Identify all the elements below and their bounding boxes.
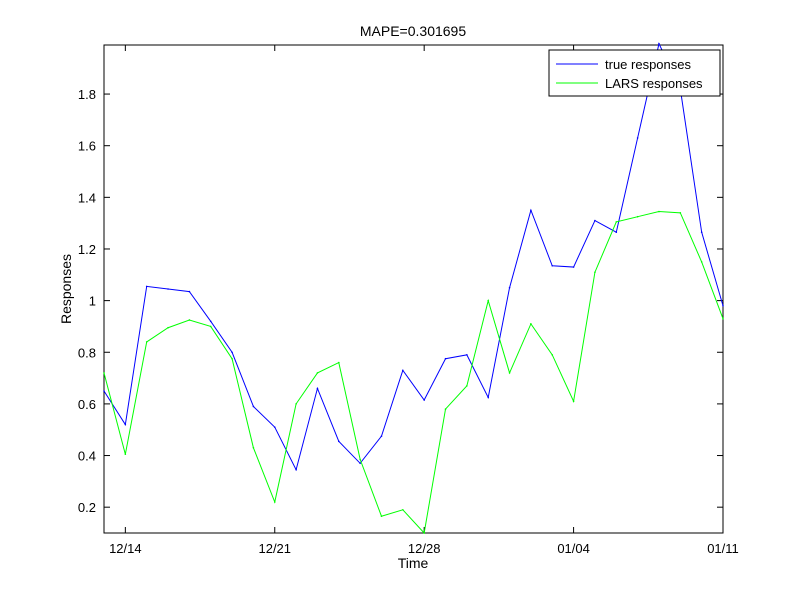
series-lines	[103, 42, 724, 535]
data-point-lars-responses	[508, 372, 511, 374]
data-point-true-responses	[252, 405, 255, 408]
y-tick-label: 1.8	[78, 87, 96, 102]
data-point-true-responses	[551, 264, 554, 267]
data-point-lars-responses	[402, 508, 404, 511]
data-point-lars-responses	[700, 261, 703, 263]
series-line-true-responses	[103, 42, 724, 472]
data-point-true-responses	[295, 468, 297, 471]
axis-ticks: 12/14 12/21 12/28 01/04 01/11 0.2 0.4 0.6 0.8 1 1.…	[78, 45, 739, 556]
data-point-lars-responses	[658, 210, 660, 213]
data-point-lars-responses	[145, 341, 148, 343]
y-tick-label: 1.2	[78, 242, 96, 257]
data-point-true-responses	[722, 304, 724, 307]
data-point-lars-responses	[487, 299, 490, 302]
data-point-true-responses	[231, 351, 233, 354]
data-point-lars-responses	[615, 221, 618, 223]
data-point-true-responses	[103, 390, 105, 392]
data-point-lars-responses	[530, 323, 532, 325]
data-point-true-responses	[508, 286, 511, 289]
data-point-lars-responses	[252, 446, 255, 449]
data-point-lars-responses	[167, 326, 169, 329]
x-tick-label: 01/04	[557, 541, 590, 556]
y-tick-label: 1.6	[78, 139, 96, 154]
data-point-lars-responses	[337, 361, 340, 364]
data-point-true-responses	[316, 387, 319, 390]
data-point-lars-responses	[124, 453, 127, 456]
x-tick-label: 01/11	[707, 541, 739, 556]
y-tick-label: 0.2	[78, 500, 96, 515]
data-point-true-responses	[636, 137, 639, 139]
data-point-lars-responses	[423, 532, 425, 534]
data-point-true-responses	[167, 288, 169, 290]
data-point-true-responses	[615, 231, 618, 233]
data-point-lars-responses	[295, 403, 297, 405]
data-point-true-responses	[337, 440, 340, 443]
data-point-true-responses	[466, 354, 468, 356]
data-point-true-responses	[594, 219, 596, 222]
data-point-lars-responses	[722, 317, 724, 320]
data-point-lars-responses	[273, 501, 276, 503]
x-axis-label: Time	[398, 555, 429, 571]
data-point-true-responses	[402, 369, 404, 372]
data-point-lars-responses	[359, 458, 361, 461]
data-point-true-responses	[124, 423, 127, 426]
y-tick-label: 0.8	[78, 345, 96, 360]
x-tick-label: 12/21	[258, 541, 291, 556]
x-tick-label: 12/14	[109, 541, 142, 556]
series-line-lars-responses	[103, 211, 724, 535]
y-tick-label: 0.6	[78, 397, 96, 412]
data-point-true-responses	[700, 231, 703, 233]
data-point-lars-responses	[188, 319, 191, 321]
data-point-true-responses	[188, 290, 191, 293]
plot-area	[103, 44, 724, 534]
y-tick-label: 1	[89, 294, 96, 309]
data-point-lars-responses	[636, 215, 639, 218]
legend-label-lars-responses: LARS responses	[605, 76, 703, 91]
legend-box	[548, 49, 721, 97]
data-point-true-responses	[530, 209, 532, 212]
data-point-true-responses	[572, 266, 575, 268]
data-point-lars-responses	[594, 271, 596, 274]
data-point-lars-responses	[572, 400, 575, 403]
legend-label-true-responses: true responses	[605, 57, 691, 72]
legend: true responses LARS responses	[548, 49, 721, 97]
data-point-true-responses	[273, 426, 276, 428]
data-point-lars-responses	[444, 408, 447, 410]
y-tick-label: 1.4	[78, 190, 96, 205]
y-tick-label: 0.4	[78, 449, 96, 464]
data-point-true-responses	[380, 435, 383, 437]
x-tick-label: 12/28	[408, 541, 441, 556]
y-axis-label: Responses	[58, 254, 74, 324]
data-point-lars-responses	[380, 515, 383, 518]
data-point-lars-responses	[103, 372, 105, 374]
data-point-lars-responses	[466, 385, 468, 387]
data-point-true-responses	[423, 399, 425, 401]
data-point-lars-responses	[231, 357, 233, 360]
data-point-true-responses	[145, 285, 148, 288]
data-point-true-responses	[444, 357, 447, 360]
data-point-true-responses	[487, 396, 490, 399]
data-point-lars-responses	[679, 212, 682, 214]
chart-title: MAPE=0.301695	[360, 23, 466, 39]
data-point-true-responses	[209, 320, 212, 323]
data-point-true-responses	[359, 462, 361, 465]
data-point-true-responses	[658, 42, 660, 45]
data-point-lars-responses	[316, 372, 319, 374]
data-point-lars-responses	[209, 325, 212, 328]
data-point-lars-responses	[551, 354, 554, 356]
